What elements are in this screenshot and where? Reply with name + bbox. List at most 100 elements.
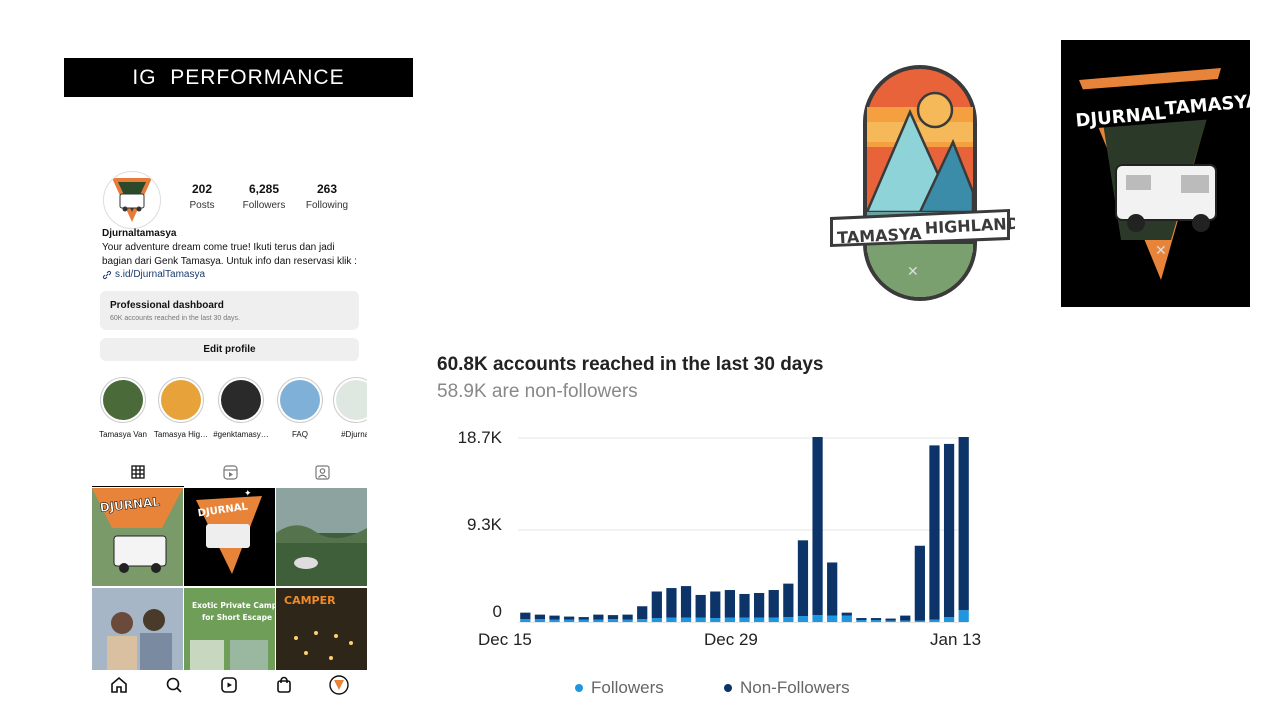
bar-followers — [958, 610, 969, 622]
bar-non-followers — [549, 615, 560, 620]
stat-posts[interactable]: 202 Posts — [172, 182, 232, 211]
svg-text:✕: ✕ — [1155, 242, 1167, 258]
tab-grid[interactable] — [92, 458, 184, 487]
bar-non-followers — [827, 562, 838, 616]
post-happy-camper[interactable]: CAMPER — [276, 588, 367, 686]
highlight-label: Tamasya Hig… — [153, 430, 209, 439]
bar-followers — [768, 617, 779, 622]
reels-nav[interactable] — [219, 675, 239, 695]
highlight-genktamasya[interactable]: #genktamasy… — [213, 377, 269, 439]
search-nav[interactable] — [164, 675, 184, 695]
bar-non-followers — [900, 615, 911, 621]
chart-title: 60.8K accounts reached in the last 30 da… — [437, 354, 824, 375]
stat-followers[interactable]: 6,285 Followers — [234, 182, 294, 211]
y-tick-label: 0 — [492, 602, 502, 621]
highlight-faq[interactable]: FAQ — [272, 377, 328, 439]
highlight-cover — [280, 380, 320, 420]
posts-label: Posts — [189, 200, 215, 211]
post-couple-laptop[interactable] — [92, 588, 183, 686]
bar-non-followers — [651, 591, 662, 619]
svg-text:✦: ✦ — [244, 488, 252, 498]
logo-text-tamasya: TAMASYA — [837, 224, 923, 247]
bar-followers — [885, 620, 896, 622]
highlight-tamasya-highland[interactable]: Tamasya Hig… — [153, 377, 209, 439]
slide-title: IG PERFORMANCE — [64, 58, 413, 97]
bar-followers — [870, 620, 882, 622]
post-djurnal-logo[interactable]: DJURNAL ✦ — [184, 488, 275, 586]
bar-followers — [534, 619, 546, 622]
chart-subtitle: 58.9K are non-followers — [437, 381, 638, 402]
bar-non-followers — [520, 612, 531, 620]
shop-nav[interactable] — [274, 675, 294, 695]
bar-non-followers — [578, 617, 589, 620]
post-landscape[interactable] — [276, 488, 367, 586]
link-icon — [102, 270, 112, 279]
bar-non-followers — [885, 618, 896, 621]
dashboard-subtitle: 60K accounts reached in the last 30 days… — [110, 315, 240, 322]
stat-following[interactable]: 263 Following — [297, 182, 357, 211]
edit-profile-button[interactable]: Edit profile — [100, 338, 359, 361]
bar-followers — [841, 615, 852, 622]
tagged-icon — [314, 464, 330, 480]
landscape-photo — [276, 488, 367, 586]
shopping-bag-icon — [277, 676, 291, 693]
bar-followers — [520, 619, 531, 622]
van-illustration: DJURNAL — [92, 488, 183, 586]
highlight-cover — [103, 380, 143, 420]
post-exotic-camping[interactable]: Exotic Private Camping for Short Escape — [184, 588, 275, 686]
bar-followers — [680, 617, 692, 622]
bar-followers — [549, 619, 560, 622]
bar-followers — [651, 618, 662, 622]
bar-non-followers — [637, 606, 648, 620]
home-nav[interactable] — [109, 675, 129, 695]
bar-followers — [695, 617, 706, 622]
professional-dashboard[interactable]: Professional dashboard 60K accounts reac… — [100, 291, 359, 330]
x-tick-label: Jan 13 — [930, 630, 982, 649]
profile-nav[interactable] — [329, 675, 349, 695]
username: Djurnaltamasya — [102, 228, 177, 239]
bar-followers — [622, 619, 633, 622]
bar-non-followers — [768, 590, 779, 618]
highlight-cover — [161, 380, 201, 420]
home-icon — [111, 676, 127, 693]
profile-link[interactable]: s.id/DjurnalTamasya — [102, 269, 205, 280]
bar-non-followers — [856, 618, 867, 621]
reels-icon — [222, 464, 238, 480]
grid-icon — [131, 465, 145, 479]
highlight-label: #genktamasy… — [213, 430, 269, 439]
camper-night-photo: CAMPER — [276, 588, 367, 686]
bar-non-followers — [622, 614, 633, 620]
bar-followers — [607, 619, 619, 622]
bottom-nav — [92, 670, 367, 700]
bar-non-followers — [710, 591, 721, 619]
followers-count: 6,285 — [248, 182, 280, 196]
legend-item-non-followers: Non-Followers — [724, 678, 850, 698]
bar-followers — [593, 619, 604, 622]
tab-tagged[interactable] — [276, 458, 367, 486]
profile-tabs — [92, 458, 367, 487]
legend-label: Followers — [591, 678, 664, 697]
bar-followers — [564, 619, 575, 622]
profile-link-text: s.id/DjurnalTamasya — [115, 269, 206, 280]
bar-non-followers — [914, 545, 925, 621]
legend-dot — [575, 684, 583, 692]
bar-followers — [929, 619, 940, 622]
tamasya-highland-logo: TAMASYA HIGHLAND ✕ — [825, 62, 1020, 304]
search-icon — [166, 677, 182, 693]
bar-followers — [943, 617, 955, 622]
highlight-tamasya-van[interactable]: Tamasya Van — [95, 377, 151, 439]
bar-followers — [710, 618, 721, 622]
bar-non-followers — [564, 616, 575, 620]
svg-text:CAMPER: CAMPER — [284, 594, 336, 607]
avatar[interactable] — [103, 171, 161, 229]
post-djurnal-van[interactable]: DJURNAL — [92, 488, 183, 586]
bar-non-followers — [797, 540, 809, 617]
tab-reels[interactable] — [184, 458, 276, 486]
following-label: Following — [305, 200, 349, 211]
legend-item-followers: Followers — [575, 678, 664, 698]
bar-followers — [797, 616, 809, 622]
bar-non-followers — [870, 618, 882, 621]
highlight-djurnal[interactable]: #Djurnal — [328, 377, 367, 439]
svg-text:Exotic Private Camping: Exotic Private Camping — [192, 601, 275, 610]
instagram-profile-screenshot: 202 Posts 6,285 Followers 263 Following … — [92, 165, 367, 705]
